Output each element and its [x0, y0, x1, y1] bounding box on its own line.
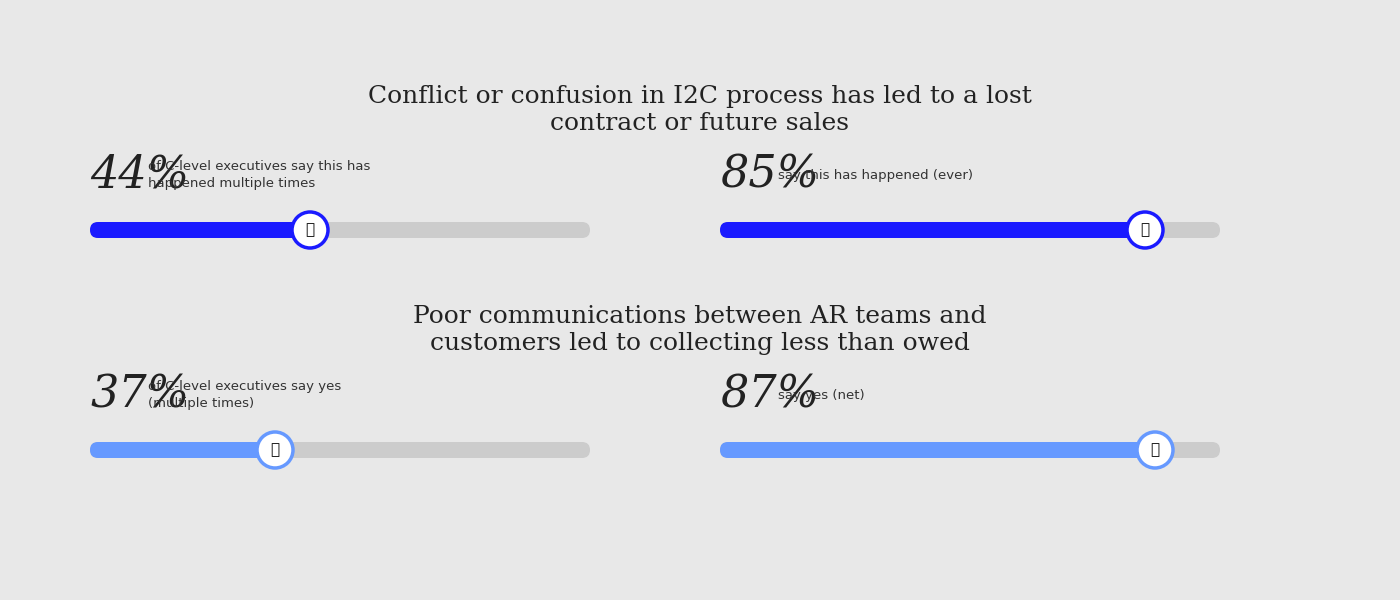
FancyBboxPatch shape — [90, 442, 589, 458]
Text: of C-level executives say this has
happened multiple times: of C-level executives say this has happe… — [148, 160, 371, 190]
FancyBboxPatch shape — [90, 222, 589, 238]
Circle shape — [1127, 212, 1163, 248]
Text: 44%: 44% — [90, 154, 189, 197]
Text: 📋: 📋 — [305, 223, 315, 238]
Text: Poor communications between AR teams and
customers led to collecting less than o: Poor communications between AR teams and… — [413, 305, 987, 355]
FancyBboxPatch shape — [720, 442, 1219, 458]
Text: of C-level executives say yes
(multiple times): of C-level executives say yes (multiple … — [148, 380, 342, 410]
Circle shape — [258, 432, 293, 468]
FancyBboxPatch shape — [720, 222, 1145, 238]
Text: 🏛: 🏛 — [270, 443, 280, 457]
FancyBboxPatch shape — [90, 222, 309, 238]
Text: say yes (net): say yes (net) — [778, 389, 865, 401]
Text: 87%: 87% — [720, 373, 819, 416]
Text: say this has happened (ever): say this has happened (ever) — [778, 169, 973, 181]
FancyBboxPatch shape — [90, 442, 274, 458]
Text: 🏛: 🏛 — [1151, 443, 1159, 457]
FancyBboxPatch shape — [720, 222, 1219, 238]
Circle shape — [293, 212, 328, 248]
Text: 85%: 85% — [720, 154, 819, 197]
Circle shape — [1137, 432, 1173, 468]
FancyBboxPatch shape — [720, 442, 1155, 458]
Text: Conflict or confusion in I2C process has led to a lost
contract or future sales: Conflict or confusion in I2C process has… — [368, 85, 1032, 135]
Text: 📋: 📋 — [1141, 223, 1149, 238]
Text: 37%: 37% — [90, 373, 189, 416]
